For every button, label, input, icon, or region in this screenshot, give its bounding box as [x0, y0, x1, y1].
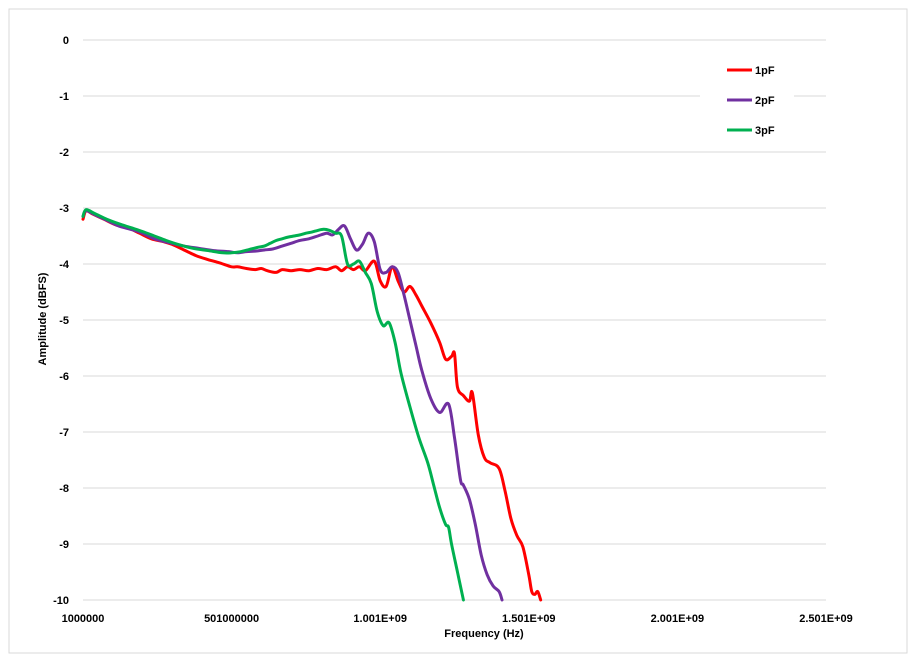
- chart-border: [8, 8, 908, 654]
- series-line-3pF: [81, 208, 465, 602]
- y-tick-label: -7: [59, 427, 69, 439]
- y-tick-label: -4: [59, 259, 70, 271]
- x-tick-label: 1.501E+09: [502, 613, 556, 625]
- series-lines: [81, 208, 543, 602]
- y-tick-label: -6: [59, 371, 69, 383]
- x-tick-label: 1.001E+09: [353, 613, 407, 625]
- y-tick-label: -5: [59, 315, 69, 327]
- y-tick-label: -8: [59, 483, 69, 495]
- x-tick-label: 2.501E+09: [799, 613, 853, 625]
- y-tick-label: 0: [63, 35, 69, 47]
- gridlines: [83, 39, 826, 601]
- y-tick-label: -9: [59, 539, 69, 551]
- x-tick-label: 501000000: [204, 613, 259, 625]
- legend-label-3pF: 3pF: [755, 125, 775, 137]
- legend: 1pF 2pF 3pF: [700, 58, 794, 140]
- legend-label-1pF: 1pF: [755, 65, 775, 77]
- y-tick-label: -2: [59, 147, 69, 159]
- y-tick-label: -1: [59, 91, 69, 103]
- x-tick-labels: 1000000 501000000 1.001E+09 1.501E+09 2.001E…: [62, 613, 853, 625]
- y-tick-labels: 0 -1 -2 -3 -4 -5 -6 -7 -8 -9 -10: [53, 35, 70, 607]
- y-tick-label: -10: [53, 595, 69, 607]
- x-axis-title: Frequency (Hz): [444, 628, 524, 640]
- x-tick-label: 2.001E+09: [651, 613, 705, 625]
- legend-label-2pF: 2pF: [755, 95, 775, 107]
- y-tick-label: -3: [59, 203, 69, 215]
- x-tick-label: 1000000: [62, 613, 105, 625]
- y-axis-title: Amplitude (dBFS): [37, 272, 49, 365]
